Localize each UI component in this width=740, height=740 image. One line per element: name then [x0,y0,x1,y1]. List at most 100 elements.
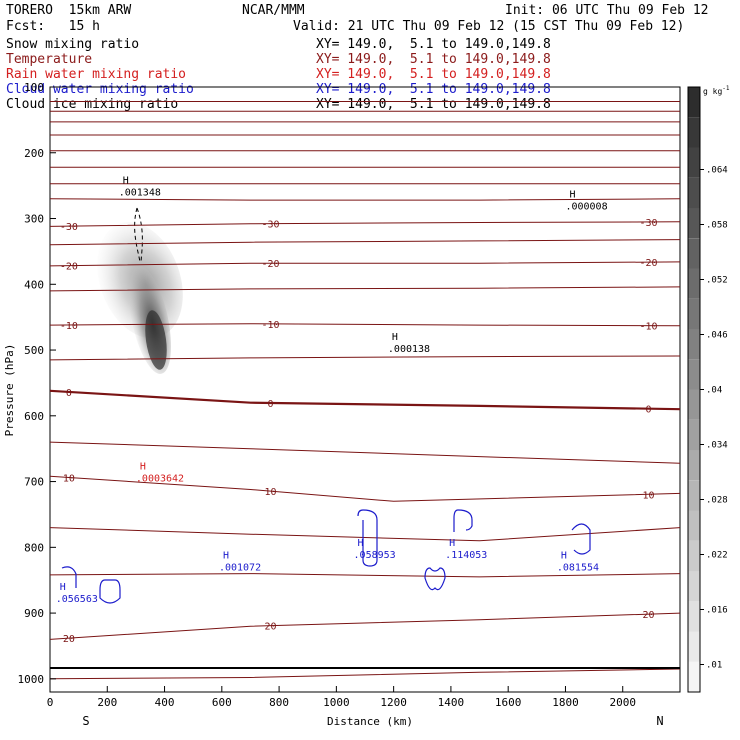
legend-field-name: Temperature [6,52,93,67]
valid-time: Valid: 21 UTC Thu 09 Feb 12 (15 CST Thu … [293,19,685,34]
legend-field-name: Cloud ice mixing ratio [6,97,179,112]
y-tick-label: 800 [24,541,44,554]
colorbar-tick-label: .064 [706,166,728,176]
init-time: Init: 06 UTC Thu 09 Feb 12 [505,3,709,18]
isotherm-line [49,441,681,464]
legend-field-xy: XY= 149.0, 5.1 to 149.0,149.8 [316,52,551,67]
isotherm-label: 10 [63,474,75,485]
y-tick-label: 1000 [18,673,45,686]
north-label: N [656,714,663,728]
isotherm-line [49,261,681,267]
org-label: NCAR/MMM [242,3,305,18]
x-tick-label: 600 [212,696,232,709]
isotherm-label: -30 [60,222,78,233]
maximum-marker: H [358,538,364,549]
isotherm-label: 0 [645,405,651,416]
isotherm-label: -30 [639,218,657,229]
maximum-marker: H [561,550,567,561]
colorbar-tick-label: .016 [706,606,728,616]
maximum-value: .001348 [119,188,161,199]
legend-field-xy: XY= 149.0, 5.1 to 149.0,149.8 [316,82,551,97]
maximum-marker: H [223,550,229,561]
x-tick-label: 2000 [609,696,636,709]
colorbar-tick-label: .052 [706,276,728,286]
colorbar-step [688,87,700,118]
maximum-value: .000008 [565,201,607,212]
maxima-labels: H.001348 H.000008H.000138H.0003642H.00107… [56,176,608,605]
y-tick-label: 900 [24,607,44,620]
colorbar-step [688,208,700,239]
maximum-marker: H [123,176,129,187]
colorbar-step [688,147,700,178]
y-tick-label: 500 [24,344,44,357]
x-tick-label: 200 [97,696,117,709]
x-axis: 0 200 400 600 800 1000 1200 1400 1600 1800 2000 [47,686,636,709]
isotherm-line [49,221,681,227]
colorbar-tick-label: .028 [706,496,728,506]
colorbar-step [688,540,700,572]
colorbar-step [688,268,700,299]
colorbar-step [688,419,700,451]
isotherm-label: 20 [264,622,276,633]
legend-field-xy: XY= 149.0, 5.1 to 149.0,149.8 [316,67,551,82]
forecast-hour: Fcst: 15 h [6,19,100,34]
colorbar: .064 .058 .052 .046 .04 .034 .028 .022 .016 .01 [687,86,728,693]
isotherm-line [49,527,681,542]
colorbar-step [688,177,700,209]
legend-field-xy: XY= 149.0, 5.1 to 149.0,149.8 [316,97,551,112]
isotherm-line [49,389,681,411]
colorbar-tick-label: .01 [706,661,722,671]
colorbar-step [688,298,700,330]
temperature-isotherms: -30 -30 -30 -20 -20 -20 -10 -10 -10 0 0 0 10 10 10 20 20… [49,101,681,680]
maximum-marker: H [140,462,146,473]
maximum-marker: H [392,332,398,343]
isotherm-line [49,475,681,502]
snow-mixing-ratio-shading [97,221,183,374]
colorbar-step [688,510,700,541]
x-tick-label: 1000 [323,696,350,709]
y-tick-label: 100 [24,81,44,94]
x-tick-label: 1600 [495,696,522,709]
legend-field-xy: XY= 149.0, 5.1 to 149.0,149.8 [316,37,551,52]
isotherm-label: -10 [261,320,279,331]
x-axis-label: Distance (km) [327,715,413,728]
x-tick-label: 400 [155,696,175,709]
isotherm-line [49,286,681,292]
colorbar-tick-label: .034 [706,441,728,451]
isotherm-label: 10 [642,490,654,501]
maximum-marker: H [449,538,455,549]
x-tick-label: 1400 [438,696,465,709]
y-tick-label: 700 [24,476,44,489]
isotherm-label: 0 [66,388,72,399]
colorbar-step [688,329,700,360]
colorbar-step [688,571,700,602]
colorbar-step [688,117,700,148]
cloud-water-contours [61,509,591,604]
isotherm-line [49,198,681,201]
y-tick-label: 300 [24,213,44,226]
colorbar-unit: g kg-1 [703,85,730,96]
isotherm-label: -10 [639,322,657,333]
y-tick-label: 600 [24,410,44,423]
x-tick-label: 1800 [552,696,579,709]
isotherm-line [49,239,681,246]
colorbar-step [688,238,700,269]
colorbar-tick-label: .058 [706,221,728,231]
maximum-marker: H [60,582,66,593]
isotherm-label: 10 [264,487,276,498]
colorbar-step [688,601,700,632]
y-tick-label: 400 [24,278,44,291]
isotherm-label: 20 [63,634,75,645]
model-title: TORERO 15km ARW [6,3,132,18]
colorbar-step [688,359,700,390]
colorbar-step [688,389,700,420]
x-tick-label: 1200 [380,696,407,709]
legend-field-name: Cloud water mixing ratio [6,82,194,97]
colorbar-step [688,450,700,481]
isotherm-label: -30 [261,220,279,231]
y-axis-label: Pressure (hPa) [3,344,16,437]
isotherm-line [49,323,681,327]
maximum-value: .081554 [557,562,599,573]
colorbar-tick-label: .04 [706,386,722,396]
maximum-marker: H [569,189,575,200]
